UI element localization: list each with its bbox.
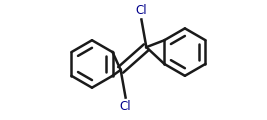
Text: Cl: Cl: [120, 99, 131, 113]
Text: Cl: Cl: [136, 4, 147, 18]
